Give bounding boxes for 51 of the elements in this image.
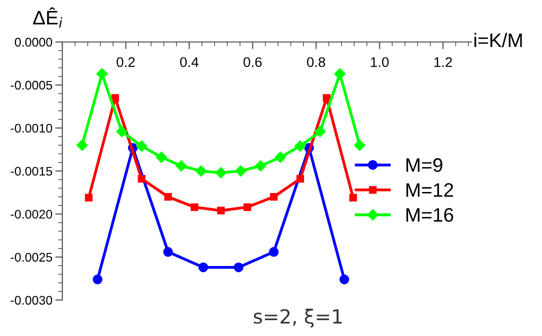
point: [156, 152, 168, 163]
point: [339, 274, 350, 284]
point: [270, 193, 278, 201]
y-tick-label: -0.0025: [10, 252, 52, 262]
point: [215, 167, 227, 178]
point: [92, 274, 102, 284]
point: [198, 262, 208, 272]
point: [76, 140, 88, 151]
x-tick-label: 0.6: [244, 57, 262, 68]
y-tick-label: -0.0015: [10, 166, 52, 176]
x-tick-label: 1.2: [434, 57, 452, 67]
point: [163, 247, 173, 257]
y-tick-label: -0.0010: [10, 124, 52, 133]
point: [296, 174, 304, 183]
x-tick-label: 0.4: [180, 57, 198, 68]
text: s=2, ξ=1: [254, 308, 342, 328]
x-tick-label: 0.8: [306, 57, 326, 68]
legend-label: M=9: [406, 158, 442, 172]
y-tick-label: 0.0000: [14, 38, 52, 47]
point: [294, 140, 306, 152]
point: [196, 165, 207, 177]
x-axis-title: i=K/M: [474, 32, 522, 48]
point: [322, 94, 330, 102]
legend-label: M=16: [406, 208, 454, 222]
y-tick-label: -0.0030: [10, 296, 52, 305]
point: [354, 140, 366, 151]
x-tick-label: 1.0: [370, 57, 389, 68]
point: [314, 126, 326, 138]
point: [111, 94, 120, 102]
point: [268, 247, 279, 257]
x-tick-label: 0.2: [116, 57, 135, 68]
point: [217, 206, 225, 214]
point: [116, 126, 128, 138]
point: [235, 165, 246, 177]
point: [349, 194, 357, 202]
point: [138, 174, 146, 183]
point: [84, 194, 93, 202]
y-tick-label: -0.0005: [10, 80, 52, 90]
point: [334, 68, 346, 80]
legend-label: M=12: [406, 183, 454, 197]
point: [274, 152, 286, 163]
point: [164, 193, 172, 201]
point: [136, 140, 148, 152]
point: [190, 203, 198, 211]
point: [176, 160, 187, 172]
point: [234, 262, 244, 272]
point: [254, 160, 266, 172]
point: [96, 68, 108, 80]
y-tick-label: -0.0020: [10, 210, 52, 219]
point: [244, 203, 252, 211]
y-axis-title: ΔÊ$_{i}$: [33, 7, 62, 28]
